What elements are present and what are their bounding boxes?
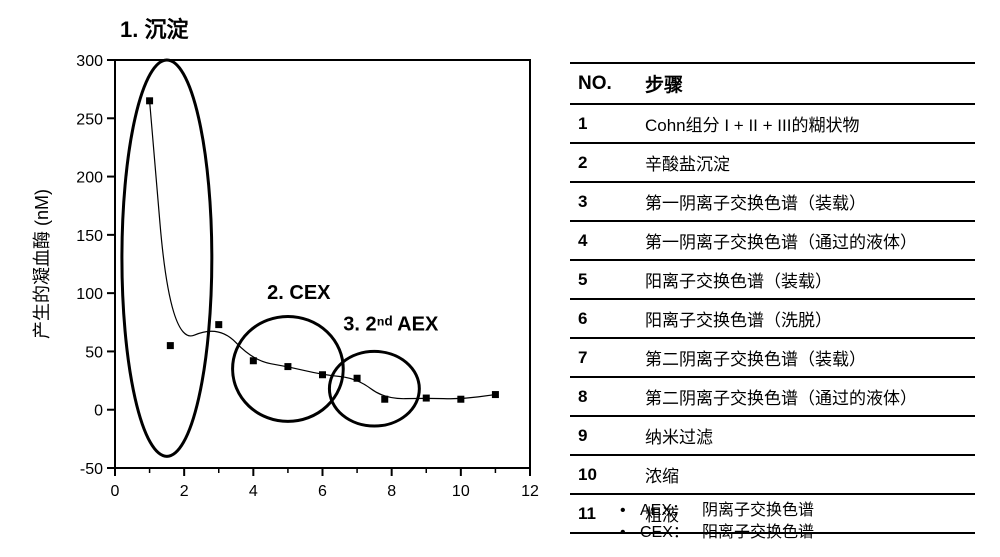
cell-no: 8 (570, 377, 637, 416)
svg-text:产生的凝血酶 (nM): 产生的凝血酶 (nM) (32, 189, 52, 339)
legend-key-cex: CEX： (640, 522, 696, 544)
table-row: 8第二阴离子交换色谱（通过的液体） (570, 377, 975, 416)
cell-step: 辛酸盐沉淀 (637, 143, 975, 182)
cell-step: 第一阴离子交换色谱（装载） (637, 182, 975, 221)
svg-text:6: 6 (318, 483, 327, 500)
svg-text:0: 0 (94, 403, 103, 420)
legend-block: • AEX： 阴离子交换色谱 • CEX： 阳离子交换色谱 (620, 500, 814, 545)
legend-desc-aex: 阴离子交换色谱 (702, 500, 814, 522)
table-row: 3第一阴离子交换色谱（装载） (570, 182, 975, 221)
svg-text:250: 250 (76, 111, 103, 128)
svg-text:3. 2ⁿᵈ AEX: 3. 2ⁿᵈ AEX (343, 313, 439, 335)
cell-step: 阳离子交换色谱（装载） (637, 260, 975, 299)
page-root: 1. 沉淀 024681012-50050100150200250300产生的凝… (0, 0, 1000, 557)
cell-step: 第二阴离子交换色谱（装载） (637, 338, 975, 377)
cell-step: Cohn组分 I + II + III的糊状物 (637, 104, 975, 143)
legend-row-cex: • CEX： 阳离子交换色谱 (620, 522, 814, 544)
svg-text:2. CEX: 2. CEX (267, 282, 331, 304)
svg-text:4: 4 (249, 483, 258, 500)
svg-text:200: 200 (76, 170, 103, 187)
legend-row-aex: • AEX： 阴离子交换色谱 (620, 500, 814, 522)
table-row: 9纳米过滤 (570, 416, 975, 455)
cell-no: 5 (570, 260, 637, 299)
legend-key-aex: AEX： (640, 500, 696, 522)
annotation-1-label: 1. 沉淀 (120, 12, 188, 44)
table-row: 1Cohn组分 I + II + III的糊状物 (570, 104, 975, 143)
table-row: 10浓缩 (570, 455, 975, 494)
svg-text:2: 2 (180, 483, 189, 500)
svg-text:150: 150 (76, 228, 103, 245)
table-row: 5阳离子交换色谱（装载） (570, 260, 975, 299)
svg-text:12: 12 (521, 483, 539, 500)
table-row: 6阳离子交换色谱（洗脱） (570, 299, 975, 338)
legend-desc-cex: 阳离子交换色谱 (702, 522, 814, 544)
cell-no: 1 (570, 104, 637, 143)
col-no-header: NO. (570, 63, 637, 104)
bullet-icon: • (620, 500, 634, 522)
steps-table: NO. 步骤 1Cohn组分 I + II + III的糊状物2辛酸盐沉淀3第一… (570, 62, 975, 534)
bullet-icon: • (620, 522, 634, 544)
table-row: 7第二阴离子交换色谱（装载） (570, 338, 975, 377)
cell-no: 7 (570, 338, 637, 377)
col-step-header: 步骤 (637, 63, 975, 104)
cell-no: 10 (570, 455, 637, 494)
cell-no: 3 (570, 182, 637, 221)
svg-text:10: 10 (452, 483, 470, 500)
cell-no: 6 (570, 299, 637, 338)
cell-no: 9 (570, 416, 637, 455)
svg-text:300: 300 (76, 53, 103, 70)
svg-text:0: 0 (111, 483, 120, 500)
cell-step: 第一阴离子交换色谱（通过的液体） (637, 221, 975, 260)
chart-container: 0 2 4 6 8 10 12 -50 0 50 100 150 200 250 300 产生的凝血酶 (nM… (20, 50, 550, 515)
table-header-row: NO. 步骤 (570, 63, 975, 104)
cell-step: 第二阴离子交换色谱（通过的液体） (637, 377, 975, 416)
table-row: 2辛酸盐沉淀 (570, 143, 975, 182)
cell-step: 浓缩 (637, 455, 975, 494)
table-row: 4第一阴离子交换色谱（通过的液体） (570, 221, 975, 260)
chart-svg: 0 2 4 6 8 10 12 -50 0 50 100 150 200 250 300 产生的凝血酶 (nM… (20, 50, 550, 515)
svg-text:50: 50 (85, 344, 103, 361)
svg-text:-50: -50 (80, 461, 103, 478)
svg-text:8: 8 (387, 483, 396, 500)
steps-table-wrapper: NO. 步骤 1Cohn组分 I + II + III的糊状物2辛酸盐沉淀3第一… (570, 62, 975, 534)
svg-text:100: 100 (76, 286, 103, 303)
cell-no: 2 (570, 143, 637, 182)
cell-step: 纳米过滤 (637, 416, 975, 455)
cell-no: 4 (570, 221, 637, 260)
cell-step: 阳离子交换色谱（洗脱） (637, 299, 975, 338)
